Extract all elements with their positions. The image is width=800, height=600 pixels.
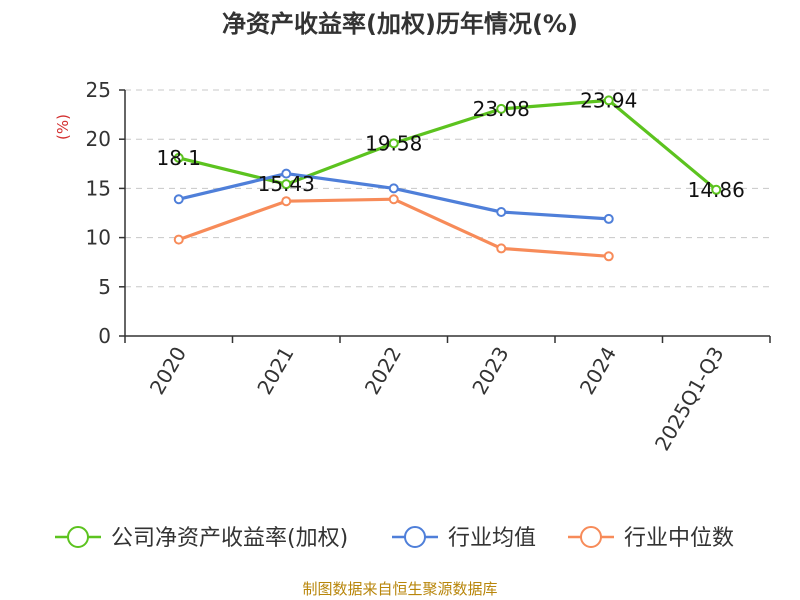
legend-marker-0	[67, 526, 89, 548]
series-2-point-2024	[603, 251, 614, 262]
series-1-point-2024	[603, 213, 614, 224]
series-0-point-2025Q1-Q3	[711, 184, 722, 195]
gridlines	[125, 89, 770, 288]
x-tick-label-2023: 2023	[467, 343, 513, 399]
data-label-2022: 19.58	[365, 131, 422, 155]
legend-entry-1: 行业均值	[448, 526, 536, 551]
y-tick-label-5: 5	[98, 275, 111, 299]
axes: 0 5 10 15 20 25 2020 2021 2022 2023 2024 2025Q1-Q3	[86, 78, 771, 455]
x-tick-label-2020: 2020	[145, 343, 191, 399]
series-line-2	[177, 197, 611, 258]
x-tick-label-2025Q1-Q3: 2025Q1-Q3	[650, 343, 729, 455]
x-tick-label-2024: 2024	[575, 343, 621, 399]
series-1-point-2023	[496, 207, 507, 218]
series-0-point-2020	[173, 152, 184, 163]
legend-marker-2	[580, 526, 602, 548]
data-source-note: 制图数据来自恒生聚源数据库	[302, 580, 497, 598]
data-label-2021: 15.43	[258, 172, 315, 196]
data-label-2020: 18.1	[156, 146, 201, 170]
data-label-2023: 23.08	[473, 97, 530, 121]
y-tick-label-20: 20	[86, 127, 111, 151]
series-0-point-2022	[388, 138, 399, 149]
series-2-point-2021	[281, 196, 292, 207]
series-0-point-2024	[603, 95, 614, 106]
series-line-0	[177, 98, 718, 192]
series-0-point-2023	[496, 103, 507, 114]
x-tick-label-2021: 2021	[252, 343, 298, 399]
data-labels: 18.1 15.43 19.58 23.08 23.94 14.86	[156, 88, 744, 201]
series-0-point-2021	[281, 179, 292, 190]
y-tick-label-10: 10	[86, 226, 111, 250]
chart-title: 净资产收益率(加权)历年情况(%)	[222, 10, 578, 38]
legend-entry-0: 公司净资产收益率(加权)	[111, 526, 348, 551]
series-1-point-2020	[173, 194, 184, 205]
legend-marker-1	[404, 526, 426, 548]
legend: 公司净资产收益率(加权) 行业均值 行业中位数	[55, 526, 734, 551]
y-tick-label-25: 25	[86, 78, 111, 102]
y-tick-label-0: 0	[98, 324, 111, 348]
series-1-point-2022	[388, 183, 399, 194]
series-1-point-2021	[281, 168, 292, 179]
series-2-point-2023	[496, 243, 507, 254]
data-label-2024: 23.94	[580, 88, 637, 112]
series-2-point-2022	[388, 194, 399, 205]
y-axis-unit-label: (%)	[54, 114, 72, 140]
y-tick-label-15: 15	[86, 176, 111, 200]
x-tick-label-2022: 2022	[360, 343, 406, 399]
series-lines	[173, 95, 722, 262]
series-2-point-2020	[173, 234, 184, 245]
legend-entry-2: 行业中位数	[624, 526, 734, 551]
data-label-2025Q1-Q3: 14.86	[688, 178, 745, 202]
